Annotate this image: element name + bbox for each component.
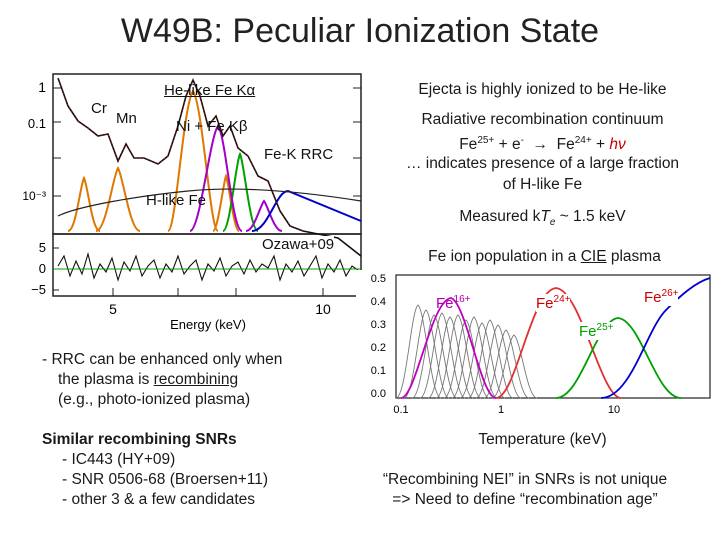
label-fe25-text: Fe (579, 323, 597, 340)
label-citation: Ozawa+09 (262, 236, 335, 253)
residual-frame (52, 233, 362, 297)
kte-post: ~ 1.5 keV (555, 208, 626, 225)
rrc-line3: … indicates presence of a large fraction (405, 155, 680, 172)
pop-y-0-0: 0.0 (371, 388, 386, 400)
measured-kte: Measured kTe ~ 1.5 keV (370, 207, 715, 233)
kte-sub-e: e (549, 217, 556, 229)
rrc-eq-plus2: + (591, 136, 610, 154)
label-fe16-sup: 16+ (453, 294, 471, 305)
label-mn: Mn (116, 110, 137, 127)
rrc-eq-sup-25: 25+ (477, 135, 495, 146)
similar-snrs: Similar recombining SNRs - IC443 (HY+09)… (42, 430, 362, 510)
label-fe24-text: Fe (536, 295, 554, 312)
label-fe26-sup: 26+ (661, 288, 679, 299)
rrc-title: Radiative recombination continuum (421, 111, 664, 128)
population-xlabel: Temperature (keV) (478, 431, 607, 448)
label-fe16: Fe16+ (436, 294, 470, 312)
pop-y-0-1: 0.1 (371, 365, 386, 377)
population-plot: 0.5 0.4 0.3 0.2 0.1 0.0 0.1 1 10 (356, 270, 716, 420)
pop-y-0-3: 0.3 (371, 319, 386, 331)
spectrum-figure: 1 0.1 10⁻³ 5 0 −5 5 10 Energy (keV) (18, 66, 368, 334)
x-axis-label: Energy (keV) (170, 317, 246, 332)
pop-y-0-2: 0.2 (371, 342, 386, 354)
label-he-like-fe-ka: He-like Fe Kα (164, 82, 256, 99)
pop-x-10: 10 (608, 404, 620, 416)
ejecta-statement: Ejecta is highly ionized to be He-like (418, 81, 667, 98)
rrc-note-line3: (e.g., photo-ionized plasma) (58, 391, 251, 408)
rrc-note-line1: - RRC can be enhanced only when (42, 351, 283, 368)
pop-pre: Fe ion population in a (428, 248, 581, 265)
label-cr: Cr (91, 100, 107, 117)
kte-T: T (540, 208, 550, 225)
rrc-eq-sup-24: 24+ (574, 135, 592, 146)
similar-item-snr0506: - SNR 0506-68 (Broersen+11) (62, 471, 269, 488)
population-caption: Fe ion population in a CIE plasma (372, 247, 717, 267)
x-tick-10: 10 (315, 301, 331, 317)
rrc-equation: Fe25+ + e- → Fe24+ + hν (370, 131, 715, 155)
rrc-note-line2-pre: the plasma is (58, 371, 154, 388)
label-fe25-sup: 25+ (596, 322, 614, 333)
pop-x-1: 1 (498, 404, 504, 416)
rrc-eq-sup-minus: - (520, 135, 524, 146)
pop-cie: CIE (580, 248, 607, 265)
recombining-nei-line1: “Recombining NEI” in SNRs is not unique (382, 471, 668, 488)
similar-item-other: - other 3 & a few candidates (62, 491, 256, 508)
pop-y-0-5: 0.5 (371, 273, 386, 285)
pop-x-0-1: 0.1 (393, 404, 408, 416)
rrc-note-line2: the plasma is recombining (42, 370, 362, 390)
recombining-nei-line2: => Need to define “recombination age” (392, 491, 658, 508)
rrc-eq-plus-e: + e (494, 136, 521, 154)
res-tick-m5: −5 (31, 282, 46, 297)
label-fe26: Fe26+ (644, 288, 679, 306)
rrc-line4: of H-like Fe (502, 176, 583, 193)
res-tick-0: 0 (39, 261, 46, 276)
res-tick-5: 5 (39, 240, 46, 255)
pop-y-0-4: 0.4 (371, 296, 386, 308)
similar-item-ic443: - IC443 (HY+09) (62, 451, 176, 468)
slide-title: W49B: Peculiar Ionization State (120, 12, 600, 50)
rrc-eq-arrow-fe: → Fe (523, 136, 575, 154)
label-fe-k-rrc: Fe-K RRC (264, 146, 334, 163)
rrc-eq-hnu: hν (609, 136, 626, 154)
rrc-note-recombining: recombining (153, 371, 239, 388)
y-tick-1: 1 (38, 79, 46, 95)
label-ni-fe-kb: Ni + Fe Kβ (176, 118, 248, 135)
pop-post: plasma (606, 248, 661, 265)
similar-title: Similar recombining SNRs (42, 431, 237, 448)
rrc-note: - RRC can be enhanced only when the plas… (42, 350, 362, 410)
rrc-eq-fe25: Fe (459, 136, 478, 154)
label-fe24: Fe24+ (536, 294, 571, 312)
kte-pre: Measured k (459, 208, 541, 225)
label-fe24-sup: 24+ (553, 294, 571, 305)
label-fe26-text: Fe (644, 289, 662, 306)
population-frame (395, 274, 711, 399)
label-fe25: Fe25+ (579, 322, 614, 340)
y-tick-0-1: 0.1 (28, 116, 46, 131)
spectrum-plot: 1 0.1 10⁻³ 5 0 −5 5 10 Energy (keV) (18, 66, 368, 334)
label-h-like-fe: H-like Fe (146, 192, 207, 209)
x-tick-5: 5 (109, 301, 117, 317)
y-tick-1e-3: 10⁻³ (22, 189, 46, 203)
label-fe16-text: Fe (436, 295, 454, 312)
